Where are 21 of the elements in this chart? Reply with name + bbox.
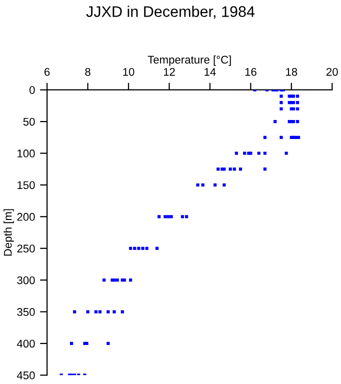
y-tick-label: 50 [23, 118, 35, 126]
x-tick-label: 6 [44, 68, 50, 76]
x-axis-title: Temperature [°C] [148, 55, 231, 66]
y-tick-label: 100 [18, 150, 35, 158]
x-tick-label: 10 [123, 68, 134, 76]
y-tick-label: 150 [18, 181, 35, 190]
y-tick-label: 450 [16, 371, 35, 380]
y-tick-label: 300 [17, 276, 35, 284]
y-axis-title: Depth [m] [4, 209, 14, 256]
x-tick-label: 12 [164, 68, 175, 76]
x-tick-label: 18 [286, 68, 298, 76]
x-tick-label: 8 [85, 68, 90, 76]
y-tick-label: 200 [17, 212, 35, 221]
x-tick-label: 16 [245, 68, 256, 76]
y-tick-label: 350 [17, 308, 35, 316]
chart-title: JJXD in December, 1984 [86, 6, 255, 19]
y-tick-label: 250 [17, 244, 35, 252]
x-tick-label: 20 [326, 68, 338, 76]
x-tick-label: 14 [204, 68, 216, 76]
y-tick-label: 0 [30, 86, 35, 94]
y-tick-label: 400 [16, 340, 35, 348]
